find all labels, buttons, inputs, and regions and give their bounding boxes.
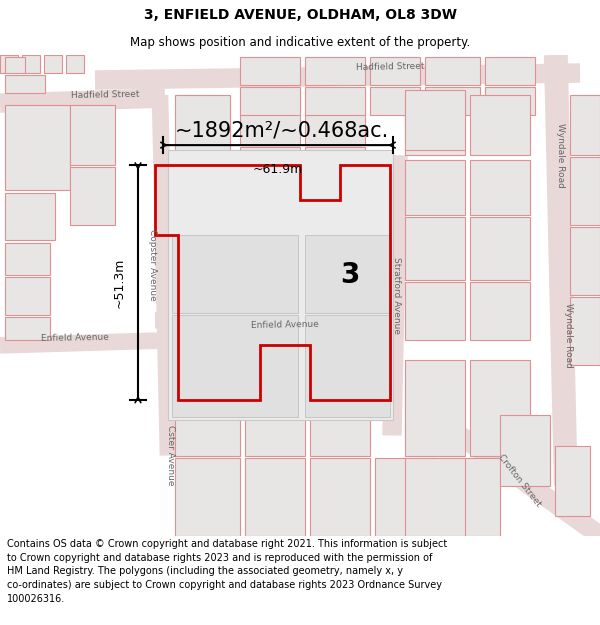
Polygon shape xyxy=(570,228,600,296)
Polygon shape xyxy=(175,155,235,225)
Polygon shape xyxy=(425,57,480,85)
Polygon shape xyxy=(240,90,300,145)
Polygon shape xyxy=(240,57,300,85)
Polygon shape xyxy=(310,361,370,456)
Polygon shape xyxy=(172,316,298,418)
Polygon shape xyxy=(5,318,50,341)
Polygon shape xyxy=(168,150,393,421)
Text: Enfield Avenue: Enfield Avenue xyxy=(41,333,109,344)
Polygon shape xyxy=(305,90,365,145)
Polygon shape xyxy=(405,361,465,456)
Polygon shape xyxy=(240,87,300,115)
Polygon shape xyxy=(305,235,390,313)
Polygon shape xyxy=(470,361,530,456)
Text: 3, ENFIELD AVENUE, OLDHAM, OL8 3DW: 3, ENFIELD AVENUE, OLDHAM, OL8 3DW xyxy=(143,8,457,22)
Polygon shape xyxy=(240,208,300,265)
Polygon shape xyxy=(175,95,230,165)
Polygon shape xyxy=(66,55,84,73)
Text: Enfield Avenue: Enfield Avenue xyxy=(251,320,319,331)
Polygon shape xyxy=(370,87,420,115)
Polygon shape xyxy=(555,446,590,516)
Polygon shape xyxy=(570,95,600,155)
Polygon shape xyxy=(405,458,465,536)
Polygon shape xyxy=(485,57,535,85)
Polygon shape xyxy=(305,208,365,265)
Text: Stratford Avenue: Stratford Avenue xyxy=(392,257,401,334)
Text: 3: 3 xyxy=(340,261,359,289)
Polygon shape xyxy=(405,95,465,155)
Polygon shape xyxy=(470,160,530,215)
Polygon shape xyxy=(5,243,50,275)
Polygon shape xyxy=(405,217,465,280)
Text: ~61.9m: ~61.9m xyxy=(253,163,303,176)
Text: Crofton Street: Crofton Street xyxy=(497,452,543,509)
Polygon shape xyxy=(375,458,435,536)
Polygon shape xyxy=(5,278,50,316)
Polygon shape xyxy=(470,282,530,341)
Polygon shape xyxy=(440,458,500,536)
Polygon shape xyxy=(5,75,45,93)
Polygon shape xyxy=(5,57,25,73)
Polygon shape xyxy=(22,55,40,73)
Polygon shape xyxy=(245,361,305,456)
Polygon shape xyxy=(175,458,240,536)
Polygon shape xyxy=(175,361,240,456)
Polygon shape xyxy=(570,157,600,225)
Polygon shape xyxy=(470,217,530,280)
Polygon shape xyxy=(172,235,298,313)
Text: ~1892m²/~0.468ac.: ~1892m²/~0.468ac. xyxy=(175,120,389,140)
Text: Cster Avenue: Cster Avenue xyxy=(166,425,175,486)
Polygon shape xyxy=(305,147,365,205)
Polygon shape xyxy=(405,90,465,150)
Polygon shape xyxy=(175,361,240,456)
Polygon shape xyxy=(70,167,115,225)
Polygon shape xyxy=(470,95,530,155)
Polygon shape xyxy=(405,282,465,341)
Polygon shape xyxy=(305,57,365,85)
Polygon shape xyxy=(425,87,480,115)
Polygon shape xyxy=(405,160,465,215)
Polygon shape xyxy=(570,298,600,366)
Text: Wyndale Road: Wyndale Road xyxy=(563,303,572,368)
Polygon shape xyxy=(500,416,550,486)
Text: Wyndale Road: Wyndale Road xyxy=(556,122,565,188)
Polygon shape xyxy=(175,167,230,255)
Polygon shape xyxy=(305,87,365,115)
Text: Copster Avenue: Copster Avenue xyxy=(149,229,157,301)
Polygon shape xyxy=(370,57,420,85)
Text: Contains OS data © Crown copyright and database right 2021. This information is : Contains OS data © Crown copyright and d… xyxy=(7,539,448,604)
Text: Hadfield Street: Hadfield Street xyxy=(356,62,424,72)
Polygon shape xyxy=(44,55,62,73)
Text: Map shows position and indicative extent of the property.: Map shows position and indicative extent… xyxy=(130,36,470,49)
Polygon shape xyxy=(5,193,55,240)
Polygon shape xyxy=(0,55,18,73)
Text: Hadfield Street: Hadfield Street xyxy=(71,90,139,100)
Polygon shape xyxy=(245,458,305,536)
Polygon shape xyxy=(5,105,70,190)
Polygon shape xyxy=(485,87,535,115)
Polygon shape xyxy=(70,105,115,165)
Polygon shape xyxy=(175,228,235,311)
Polygon shape xyxy=(310,458,370,536)
Text: ~51.3m: ~51.3m xyxy=(113,258,126,308)
Polygon shape xyxy=(305,316,390,418)
Polygon shape xyxy=(240,147,300,205)
